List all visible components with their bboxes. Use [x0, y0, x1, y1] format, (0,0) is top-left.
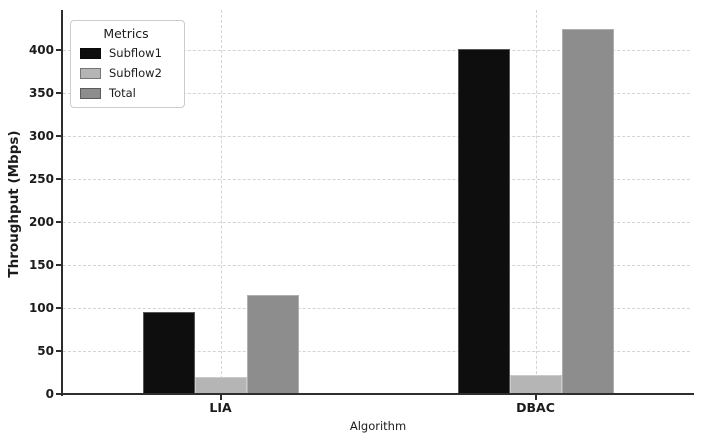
bar-subflow1-lia	[142, 312, 195, 394]
legend-item-total: Total	[80, 86, 172, 100]
v-gridline-lia	[220, 10, 222, 394]
x-axis-label: Algorithm	[349, 419, 407, 433]
bar-subflow1-dbac	[457, 49, 510, 394]
y-tick-mark	[56, 92, 61, 94]
legend-title: Metrics	[103, 26, 149, 41]
legend-swatch-icon	[80, 67, 101, 79]
h-gridline-300	[63, 136, 690, 137]
bar-total-lia	[246, 295, 299, 394]
bar-subflow2-lia	[194, 376, 247, 394]
y-axis-spine	[61, 10, 63, 396]
h-gridline-100	[63, 308, 690, 309]
y-tick-mark	[56, 307, 61, 309]
h-gridline-50	[63, 351, 690, 352]
h-gridline-150	[63, 265, 690, 266]
v-gridline-dbac	[535, 10, 537, 394]
legend-label: Subflow1	[109, 46, 162, 60]
y-axis-label: Throughput (Mbps)	[6, 130, 22, 278]
y-tick-mark	[56, 135, 61, 137]
y-tick-label-100: 100	[28, 301, 54, 315]
legend-label: Subflow2	[109, 66, 162, 80]
h-gridline-250	[63, 179, 690, 180]
bar-total-dbac	[561, 29, 614, 394]
y-tick-label-50: 50	[37, 344, 54, 358]
y-tick-label-300: 300	[28, 129, 54, 143]
y-tick-label-400: 400	[28, 43, 54, 57]
legend-items: Subflow1 Subflow2 Total	[80, 46, 172, 100]
x-tick-mark	[534, 395, 537, 400]
legend-item-subflow2: Subflow2	[80, 66, 172, 80]
x-tick-label-dbac: DBAC	[516, 400, 555, 415]
h-gridline-400	[63, 50, 690, 51]
y-tick-mark	[56, 178, 61, 180]
y-tick-label-250: 250	[28, 172, 54, 186]
legend-label: Total	[109, 86, 136, 100]
plot-area	[63, 10, 693, 394]
y-tick-label-200: 200	[28, 215, 54, 229]
h-gridline-350	[63, 93, 690, 94]
y-tick-label-0: 0	[45, 387, 54, 401]
y-tick-label-350: 350	[28, 86, 54, 100]
y-tick-label-150: 150	[28, 258, 54, 272]
y-tick-mark	[56, 350, 61, 352]
y-tick-mark	[56, 49, 61, 51]
x-tick-label-lia: LIA	[209, 400, 232, 415]
x-axis-spine	[61, 393, 694, 395]
bar-subflow2-dbac	[509, 375, 562, 394]
legend: Metrics Subflow1 Subflow2 Total	[70, 20, 185, 108]
h-gridline-200	[63, 222, 690, 223]
legend-item-subflow1: Subflow1	[80, 46, 172, 60]
y-tick-mark	[56, 393, 61, 395]
x-tick-mark	[219, 395, 222, 400]
y-tick-mark	[56, 264, 61, 266]
legend-swatch-icon	[80, 47, 101, 59]
y-tick-mark	[56, 221, 61, 223]
legend-swatch-icon	[80, 87, 101, 99]
